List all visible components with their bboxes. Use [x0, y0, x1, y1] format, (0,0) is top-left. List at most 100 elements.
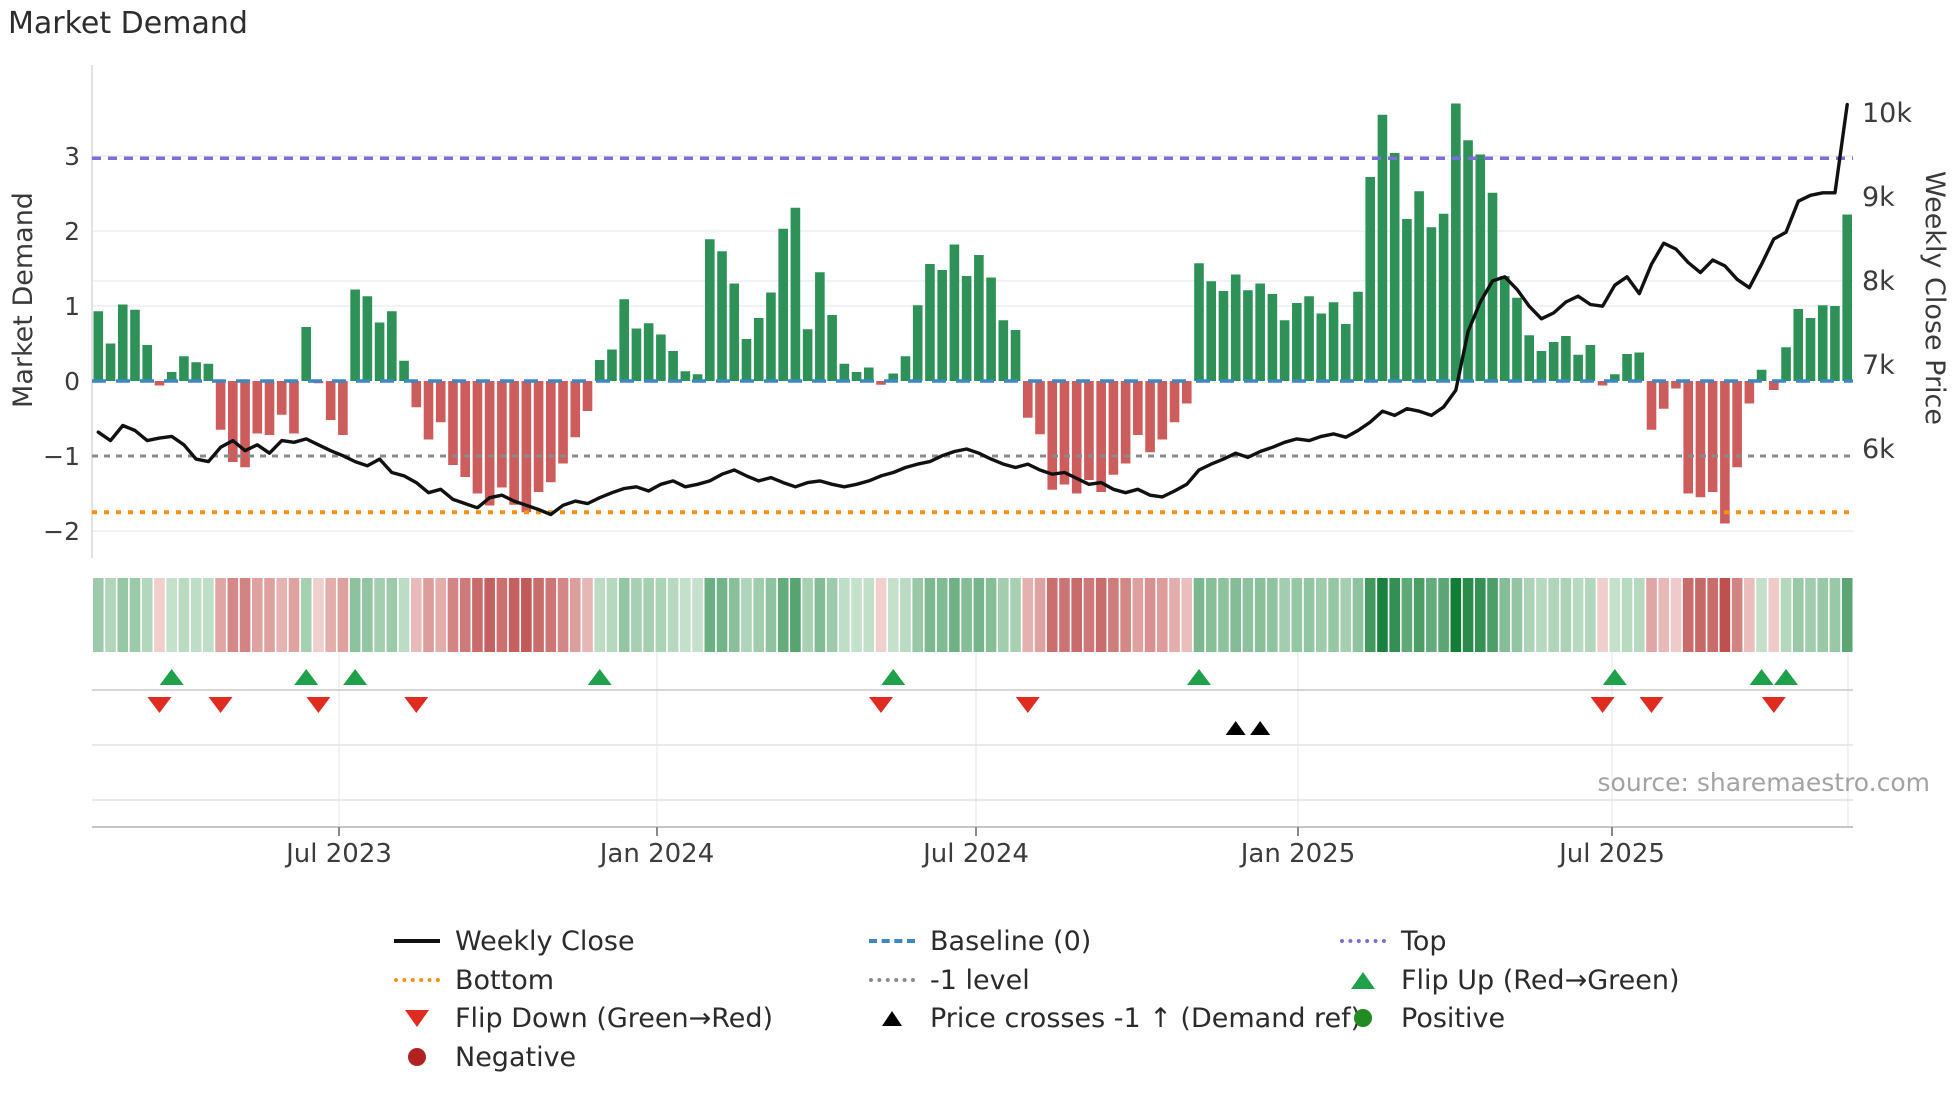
heatmap-cell: [912, 578, 924, 652]
heatmap-cell: [215, 578, 226, 652]
heatmap-cell: [1768, 578, 1780, 652]
demand-bar: [546, 381, 556, 483]
demand-bar: [1292, 303, 1302, 381]
heatmap-cell: [1132, 578, 1144, 652]
demand-bar: [778, 228, 788, 381]
demand-bar: [1573, 354, 1583, 381]
demand-bar: [1536, 351, 1547, 381]
heatmap-cell: [716, 578, 728, 652]
demand-bar: [643, 323, 654, 381]
demand-bar: [1096, 381, 1106, 492]
heatmap-cell: [1426, 578, 1437, 652]
demand-bar: [827, 315, 837, 381]
demand-bar: [1451, 103, 1461, 381]
heatmap-cell: [1707, 578, 1718, 652]
demand-bar: [815, 272, 825, 381]
heatmap-cell: [704, 578, 716, 652]
heatmap-cell: [325, 578, 336, 652]
heatmap-cell: [1169, 578, 1180, 652]
demand-bar: [961, 276, 972, 381]
heatmap-cell: [472, 578, 483, 652]
heatmap-cell: [1108, 578, 1119, 652]
demand-bar: [1463, 140, 1473, 381]
heatmap-cell: [117, 578, 129, 652]
demand-bar: [1658, 381, 1669, 409]
demand-bar: [851, 372, 862, 381]
heatmap-cell: [362, 578, 373, 652]
demand-bar: [228, 381, 238, 462]
demand-bar: [1047, 381, 1058, 490]
demand-bar: [521, 381, 532, 513]
demand-bar: [1475, 154, 1486, 381]
demand-bar: [705, 239, 715, 381]
heatmap-cell: [887, 578, 899, 652]
heatmap-cell: [1597, 578, 1608, 652]
flip-up-marker: [159, 669, 184, 685]
demand-bar: [1781, 347, 1791, 381]
heatmap-cell: [1095, 578, 1107, 652]
demand-bar: [1744, 381, 1755, 404]
heatmap-cell: [949, 578, 960, 652]
baseline-line-icon: [868, 939, 916, 943]
demand-bar: [631, 328, 642, 381]
demand-bar: [497, 381, 507, 488]
demand-bar: [1720, 381, 1730, 524]
demand-bar: [105, 343, 116, 381]
heatmap-cell: [1389, 578, 1400, 652]
heatmap-cell: [545, 578, 557, 652]
demand-bar: [1756, 369, 1767, 381]
demand-bar: [717, 251, 727, 381]
x-axis-tick-label: Jul 2024: [921, 839, 1029, 869]
heatmap-cell: [521, 578, 532, 652]
demand-bar: [1707, 381, 1718, 492]
heatmap-cell: [1780, 578, 1792, 652]
legend-item-bottom: Bottom: [393, 964, 554, 996]
flip-down-marker: [404, 697, 429, 713]
legend-item-flip-down: Flip Down (Green→Red): [393, 1002, 773, 1034]
demand-bar: [1597, 381, 1608, 386]
demand-bar: [203, 363, 214, 381]
demand-bar: [1108, 381, 1119, 475]
demand-bar: [301, 327, 312, 381]
heatmap-cell: [1010, 578, 1021, 652]
demand-bar: [1377, 114, 1388, 381]
left-axis-tick-label: 0: [64, 367, 80, 396]
heatmap-cell: [1817, 578, 1829, 652]
heatmap-cell: [557, 578, 569, 652]
heatmap-cell: [1059, 578, 1070, 652]
heatmap-cell: [1719, 578, 1731, 652]
heatmap-cell: [1267, 578, 1278, 652]
demand-bar: [558, 381, 568, 464]
positive-dot-icon: [1339, 1009, 1387, 1027]
minus1-line-icon: [868, 978, 916, 982]
heatmap-cell: [680, 578, 691, 652]
heatmap-cell: [618, 578, 630, 652]
heatmap-cell: [1083, 578, 1095, 652]
heatmap-cell: [1193, 578, 1205, 652]
right-axis-tick-label: 6k: [1862, 434, 1895, 465]
flip-down-marker: [1639, 697, 1664, 713]
demand-bar: [1255, 283, 1265, 381]
flip-up-marker: [1602, 669, 1627, 685]
demand-bar: [668, 351, 678, 381]
left-axis-tick-label: 3: [64, 142, 80, 171]
heatmap-cell: [435, 578, 447, 652]
demand-bar: [252, 381, 263, 434]
legend-item-negative: Negative: [393, 1041, 576, 1073]
demand-bar: [1169, 381, 1180, 423]
heatmap-cell: [961, 578, 972, 652]
flip-down-marker: [147, 697, 172, 713]
heatmap-cell: [1034, 578, 1046, 652]
flip-down-icon: [393, 1009, 441, 1027]
demand-bar: [619, 299, 629, 381]
demand-bar: [1365, 177, 1376, 381]
left-axis-tick-label: 2: [64, 217, 80, 246]
heatmap-cell: [178, 578, 190, 652]
heatmap-cell: [374, 578, 385, 652]
heatmap-cell: [1548, 578, 1559, 652]
source-note: source: sharemaestro.com: [1597, 768, 1931, 797]
heatmap-cell: [582, 578, 593, 652]
demand-bar: [1414, 191, 1424, 381]
demand-bar: [900, 356, 911, 381]
demand-bar: [1793, 309, 1804, 381]
